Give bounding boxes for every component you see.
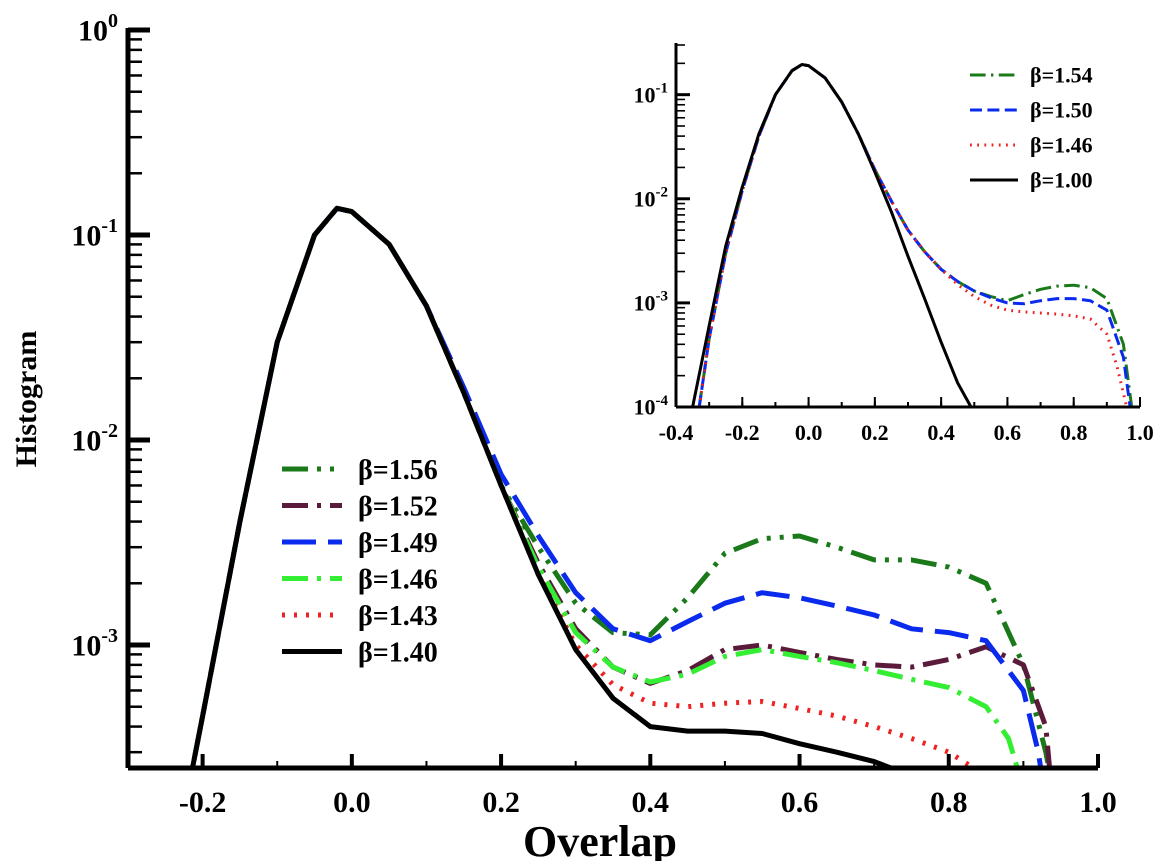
legend: β=1.56 β=1.52 β=1.49 β=1.46 β=1.43 β=1.40 [282,455,438,668]
x-tick-label: 0.6 [781,786,819,819]
axes: -0.2 0.0 0.2 0.4 0.6 0.8 1.0 100 10-1 10-2 10-3 [71,10,1116,819]
y-tick-label: 10-3 [634,289,669,316]
series-line-2 [697,63,1129,407]
series-line-3 [691,63,973,407]
series-line-3 [189,205,1020,768]
inset-chart: -0.4 -0.2 0.0 0.2 0.4 0.6 0.8 1.0 10-1 10-2 10-3 10… [634,43,1154,445]
y-tick-label: 10-4 [634,393,669,420]
series-line-2 [189,205,1044,768]
y-tick-label: 10-2 [634,185,669,212]
x-tick-label: 0.8 [930,786,968,819]
y-tick-label: 10-1 [634,80,669,107]
legend-label: β=1.50 [1030,98,1093,123]
x-tick-label: -0.2 [725,420,760,445]
y-tick-label: 10-1 [71,215,118,253]
x-tick-label: 0.4 [632,786,670,819]
x-tick-label: 1.0 [1126,420,1154,445]
series-group [691,63,1134,407]
x-tick-label: -0.2 [179,786,227,819]
series-line-0 [189,205,1052,768]
legend-label: β=1.00 [1030,168,1093,193]
legend-label: β=1.46 [1030,133,1093,158]
y-axis-label: Histogram [10,331,43,468]
x-tick-label: 0.4 [927,420,955,445]
x-tick-label: 0.0 [333,786,371,819]
y-tick-label: 10-3 [71,625,118,663]
legend-label: β=1.49 [358,528,438,559]
legend-label: β=1.56 [358,455,438,486]
series-group [189,205,1053,768]
axes: -0.4 -0.2 0.0 0.2 0.4 0.6 0.8 1.0 10-1 10-2 10-3 10… [634,43,1154,445]
legend-label: β=1.40 [358,637,438,668]
x-tick-label: -0.4 [659,420,694,445]
x-tick-label: 0.2 [482,786,520,819]
series-line-4 [189,205,979,768]
x-axis-label: Overlap [523,817,677,861]
series-line-5 [189,205,899,768]
y-tick-label: 100 [78,10,118,48]
main-chart: -0.2 0.0 0.2 0.4 0.6 0.8 1.0 100 10-1 10-2 10-3 β=1… [10,10,1117,861]
x-tick-label: 0.8 [1060,420,1088,445]
legend-label: β=1.46 [358,564,438,595]
legend-label: β=1.54 [1030,63,1093,88]
legend: β=1.54 β=1.50 β=1.46 β=1.00 [970,63,1093,193]
x-tick-label: 0.6 [994,420,1022,445]
x-tick-label: 0.0 [795,420,823,445]
x-tick-label: 0.2 [861,420,889,445]
y-tick-label: 10-2 [71,420,118,458]
legend-label: β=1.52 [358,491,438,522]
series-line-1 [189,205,1053,768]
x-tick-label: 1.0 [1079,786,1117,819]
legend-label: β=1.43 [358,601,438,632]
